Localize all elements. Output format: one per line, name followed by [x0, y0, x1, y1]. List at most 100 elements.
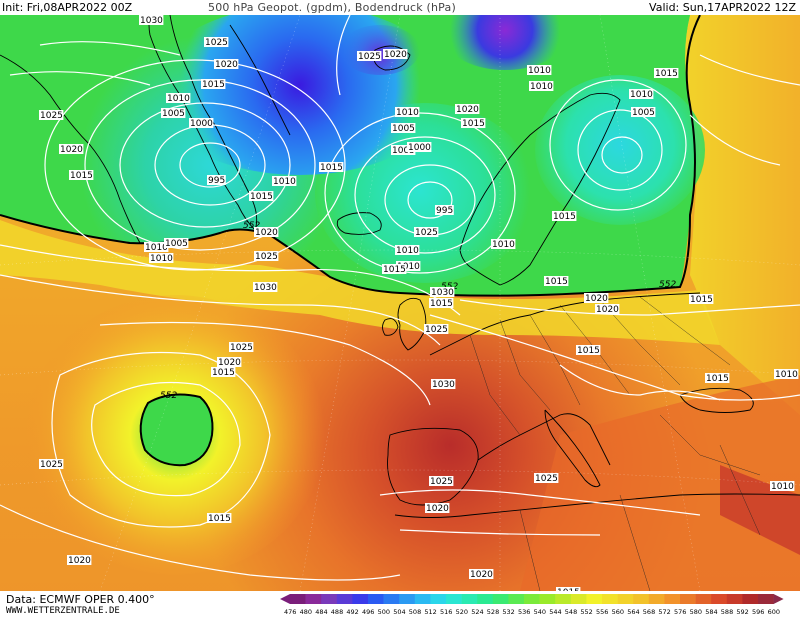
isobar-label-box [429, 298, 454, 308]
colorbar-swatch [602, 594, 618, 604]
greenland-coast [148, 15, 258, 231]
isobar-label-box [204, 37, 229, 47]
isobar-label-box [395, 245, 420, 255]
isobar-label: 1030 [432, 380, 455, 390]
isobar-label-box [253, 282, 278, 292]
colorbar-tick-label: 556 [596, 608, 608, 616]
isobar-label-box [534, 473, 559, 483]
colorbar-tick-label: 528 [487, 608, 499, 616]
colorbar-tick-label: 476 [284, 608, 296, 616]
isobar-label-box [431, 379, 456, 389]
isobar-label: 1025 [535, 474, 558, 484]
colorbar-tick-label: 540 [534, 608, 546, 616]
colorbar-tick-label: 580 [690, 608, 702, 616]
colorbar-swatch [680, 594, 696, 604]
northern-purple-core [440, 15, 570, 70]
isobar-label-box [429, 476, 454, 486]
isobar-label-box [229, 342, 254, 352]
cutoff-low-green-core [139, 393, 214, 467]
colorbar-tick-label: 516 [440, 608, 452, 616]
purple-core-mid [340, 25, 420, 75]
isobar-label: 1010 [775, 370, 798, 380]
isobar-label-box [382, 264, 407, 274]
italy-coast [544, 409, 601, 488]
isobar-label: 1015 [202, 80, 225, 90]
isobar-label-box [556, 587, 581, 591]
isobar-label-box [529, 81, 554, 91]
isobar-label-box [435, 205, 454, 215]
colorbar-arrow-left [280, 594, 290, 604]
isobar-label: 1020 [585, 294, 608, 304]
colorbar-swatch [570, 594, 587, 604]
isobar-label-box [144, 242, 169, 252]
colorbar-swatch [524, 594, 540, 604]
isobar-label-box [59, 144, 84, 154]
isobar-label-box [770, 481, 795, 491]
colorbar-tick-label: 564 [627, 608, 639, 616]
southeast-warm-field [520, 375, 800, 591]
isobar-label-box [383, 49, 408, 59]
isobar-label-box [595, 304, 620, 314]
isobar-label: 995 [208, 176, 225, 186]
isobar-label-box [424, 324, 449, 334]
colorbar-swatch [508, 594, 525, 604]
isobar-label: 1000 [408, 143, 431, 153]
colorbar-swatch [664, 594, 681, 604]
isobar-label-box [207, 175, 226, 185]
colorbar-tick-label: 508 [409, 608, 421, 616]
isobar-label-box [461, 118, 486, 128]
isobar-label: 1000 [190, 119, 213, 129]
colorbar-tick-label: 600 [768, 608, 780, 616]
colorbar-tick-label: 576 [674, 608, 686, 616]
isobar-label: 1030 [431, 288, 454, 298]
isobar-label-box [357, 51, 382, 61]
colorbar-swatch [368, 594, 384, 604]
isobar-label-box [164, 238, 189, 248]
labrador-coast [0, 54, 141, 244]
isobar-label: 1015 [655, 69, 678, 79]
isobar-label-box [576, 345, 601, 355]
colorbar-swatch [586, 594, 603, 604]
eastern-low-field [535, 75, 705, 225]
isobar-label: 1020 [215, 60, 238, 70]
colorbar-swatch [336, 594, 353, 604]
isobar-label-box [774, 369, 799, 379]
colorbar-swatch [633, 594, 650, 604]
svalbard-coast [373, 45, 411, 71]
isobar-label: 1020 [255, 228, 278, 238]
north-africa-coast [394, 493, 800, 518]
colorbar-arrow-right [773, 594, 784, 604]
colorbar-swatch [446, 594, 462, 604]
isobar-label-box [689, 294, 714, 304]
map-footer: Data: ECMWF OPER 0.400° WWW.WETTERZENTRA… [0, 591, 800, 618]
isobar-label-box [207, 513, 232, 523]
isobar-label: 1015 [545, 277, 568, 287]
colorbar-tick-label: 484 [315, 608, 327, 616]
greenland-east-coast [229, 24, 291, 136]
isobar-label-box [166, 93, 191, 103]
isobar-label: 1020 [456, 105, 479, 115]
isobar-label-box [425, 503, 450, 513]
isobar-label: 1010 [492, 240, 515, 250]
isobar-label: 1010 [167, 94, 190, 104]
isobar-label-box [254, 227, 279, 237]
colorbar-tick-label: 492 [346, 608, 358, 616]
isobar-label-box [430, 287, 455, 297]
map-title: 500 hPa Geopot. (gpdm), Bodendruck (hPa) [208, 1, 456, 14]
colorbar-swatch [539, 594, 556, 604]
isobar-label: 1010 [273, 177, 296, 187]
colorbar-swatch [399, 594, 416, 604]
isobar-label-box [544, 276, 569, 286]
eastern-yellow-field [640, 15, 800, 415]
isobar-label-box [584, 293, 609, 303]
colorbar-tick-label: 520 [456, 608, 468, 616]
colorbar-swatch [492, 594, 509, 604]
isobar-label: 1005 [162, 109, 185, 119]
isobar-label: 1020 [470, 570, 493, 580]
isobar-label: 995 [436, 206, 453, 216]
colorbar-tick-label: 552 [580, 608, 592, 616]
colorbar-tick-label: 592 [736, 608, 748, 616]
isobar-label-box [527, 65, 552, 75]
isobar-label: 1015 [383, 265, 406, 275]
isobar-label-box [189, 118, 214, 128]
